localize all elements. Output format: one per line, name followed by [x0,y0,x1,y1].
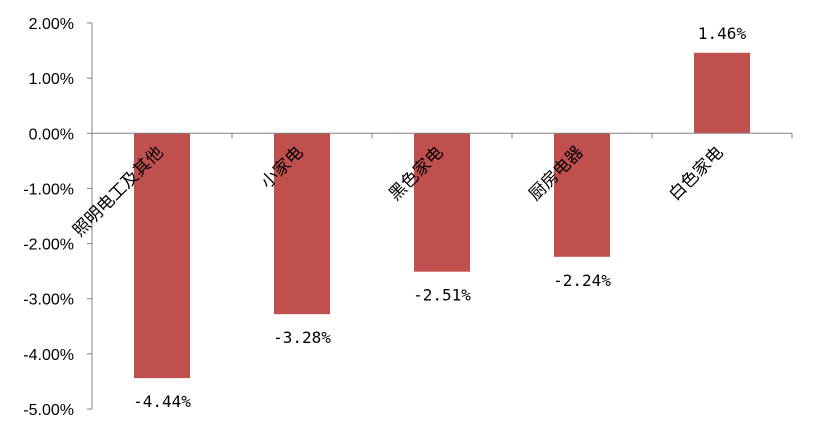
y-tick-label: 0.00% [29,126,74,143]
bar [694,52,750,134]
y-tick-label: -4.00% [23,347,74,364]
y-tick-label: -1.00% [23,181,74,198]
y-tick-label: -5.00% [23,402,74,419]
data-labels: -4.44% -3.28% -2.51% -2.24% 1.46% [133,24,746,411]
y-tick-label: 1.00% [29,71,74,88]
data-label: -2.24% [553,271,611,290]
bar [554,133,610,257]
data-label: -3.28% [273,328,331,347]
bar [274,133,330,315]
bar [134,133,190,379]
y-tick-label: -2.00% [23,237,74,254]
y-tick-label: 2.00% [29,16,74,33]
bars [134,52,750,379]
y-axis: 2.00% 1.00% 0.00% -1.00% -2.00% -3.00% -4.00% -… [23,16,93,419]
data-label: 1.46% [698,24,747,43]
category-label: 白色家电 [665,143,727,205]
data-label: -2.51% [413,286,471,305]
bar [414,133,470,272]
data-label: -4.44% [133,392,191,411]
x-axis [91,132,793,139]
y-tick-label: -3.00% [23,292,74,309]
